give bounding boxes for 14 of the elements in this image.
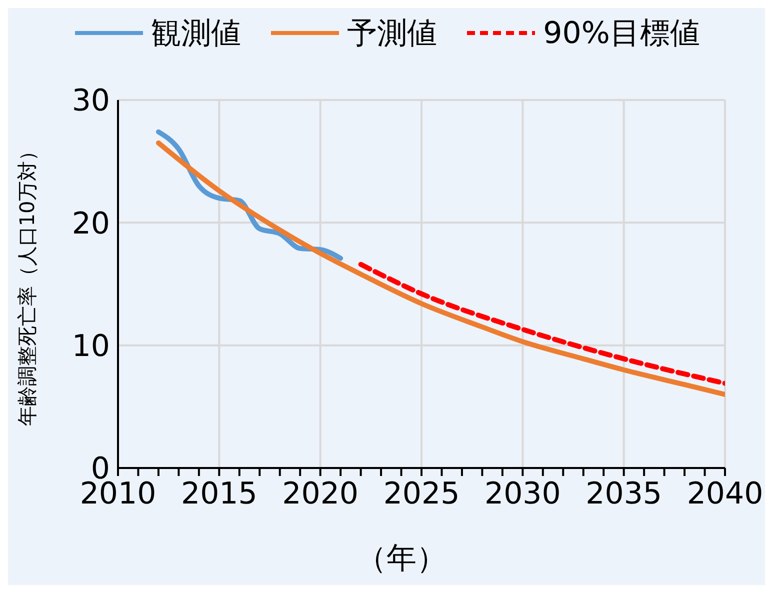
x-axis-title: （年）	[356, 540, 448, 578]
x-tick-label: 2035	[586, 476, 662, 512]
x-tick-label: 2020	[282, 476, 359, 512]
legend-label: 予測値	[347, 14, 438, 52]
y-tick-label: 20	[72, 206, 110, 242]
legend-label: 観測値	[151, 14, 242, 52]
x-tick-label: 2025	[383, 476, 460, 512]
x-tick-label: 2030	[484, 476, 561, 512]
y-tick-label: 30	[72, 84, 110, 119]
x-tick-label: 2040	[686, 476, 764, 512]
x-tick-label: 2015	[180, 476, 258, 512]
legend-label: 90%目標値	[543, 14, 700, 52]
y-axis-title: 年齢調整死亡率（人口10万対）	[14, 140, 40, 426]
y-tick-label: 10	[72, 328, 110, 364]
